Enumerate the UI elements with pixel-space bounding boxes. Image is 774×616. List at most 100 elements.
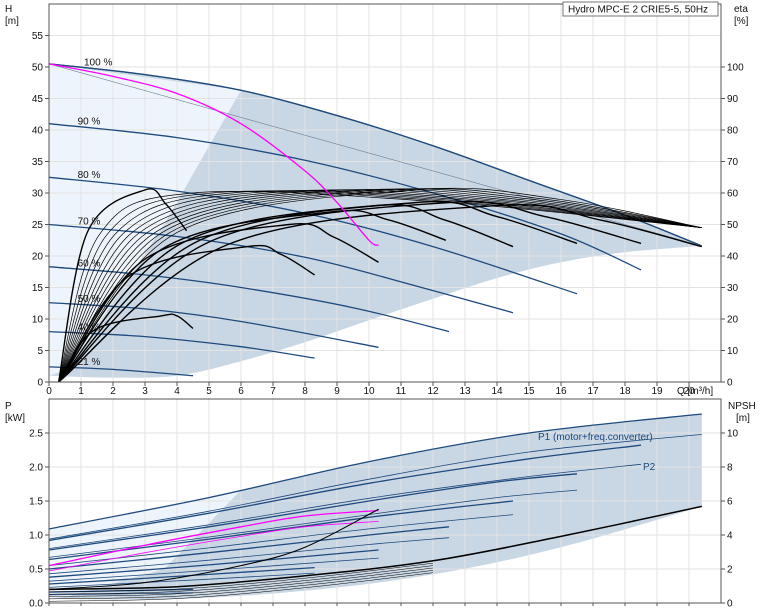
y-tick-label: 0 <box>37 378 43 389</box>
p1-curve-line <box>48 526 450 570</box>
eta-curve-thin <box>58 190 702 383</box>
x-tick-label: 13 <box>459 386 471 397</box>
power-y-axis-unit: [kW] <box>5 413 25 424</box>
speed-curve-label: 21 % <box>78 357 101 368</box>
npsh-curve-thin <box>48 572 434 602</box>
eta-axis-unit: [%] <box>734 16 749 27</box>
speed-curve-line <box>48 301 379 349</box>
eta-tick-label: 90 <box>727 94 739 105</box>
duty-curve <box>48 63 379 246</box>
power-y-tick-label: 2.0 <box>29 463 43 474</box>
eta-tick-label: 80 <box>727 126 739 137</box>
eta-tick-label: 40 <box>727 252 739 263</box>
y-tick-label: 15 <box>32 283 44 294</box>
speed-curve-line <box>48 123 642 271</box>
qh-y-axis-label: H <box>5 4 12 15</box>
eta-curve <box>58 200 578 383</box>
p2-curve-line <box>48 572 315 588</box>
eta-tick-label: 70 <box>727 157 739 168</box>
p1-curve-label: P1 (motor+freq.converter) <box>538 432 653 443</box>
y-tick-label: 50 <box>32 63 44 74</box>
power-envelope <box>49 414 702 600</box>
power-y-tick-label: 1.5 <box>29 497 43 508</box>
x-tick-label: 15 <box>523 386 535 397</box>
eta-curve-thin <box>58 188 702 383</box>
eta-tick-label: 20 <box>727 315 739 326</box>
power-y-tick-label: 1.0 <box>29 531 43 542</box>
speed-curve-label: 50 % <box>78 294 101 305</box>
npsh-tick-label: 4 <box>727 531 733 542</box>
npsh-tick-label: 0 <box>727 599 733 610</box>
power-y-tick-label: 2.5 <box>29 429 43 440</box>
x-tick-label: 9 <box>334 386 340 397</box>
x-tick-label: 0 <box>46 386 52 397</box>
npsh-curve-thin <box>48 567 434 597</box>
eta-curve <box>58 204 702 383</box>
x-tick-label: 7 <box>270 386 276 397</box>
power-y-axis-label: P <box>5 401 12 412</box>
power-y-tick-label: 0.0 <box>29 599 43 610</box>
eta-tick-label: 60 <box>727 189 739 200</box>
y-tick-label: 45 <box>32 94 44 105</box>
p2-curve-line <box>48 537 450 575</box>
eta-tick-label: 30 <box>727 283 739 294</box>
y-tick-label: 10 <box>32 315 44 326</box>
x-tick-label: 6 <box>238 386 244 397</box>
y-tick-label: 40 <box>32 126 44 137</box>
x-tick-label: 1 <box>78 386 84 397</box>
eta-curve-thin <box>58 189 702 383</box>
p2-curve-line <box>48 557 379 582</box>
x-tick-label: 14 <box>491 386 503 397</box>
npsh-curve-thin <box>48 562 434 593</box>
eta-curve <box>58 244 315 383</box>
speed-curve-label: 100 % <box>84 57 112 68</box>
eta-curve <box>58 200 642 383</box>
x-tick-label: 18 <box>619 386 631 397</box>
x-tick-label: 4 <box>174 386 180 397</box>
power-y-tick-label: 0.5 <box>29 565 43 576</box>
eta-curve-thin <box>58 187 702 383</box>
x-tick-label: 8 <box>302 386 308 397</box>
y-tick-label: 25 <box>32 220 44 231</box>
npsh-tick-label: 2 <box>727 565 733 576</box>
x-tick-label: 11 <box>396 386 407 397</box>
speed-curve-line <box>48 266 450 333</box>
power-chart: 0.0 0.5 1.0 1.5 2.0 2.5 0 2 4 6 8 10 <box>29 398 739 610</box>
y-tick-label: 35 <box>32 157 44 168</box>
speed-curve-label: 40 % <box>78 322 101 333</box>
npsh-axis-unit: [m] <box>736 413 750 424</box>
y-tick-label: 5 <box>37 346 43 357</box>
eta-tick-label: 100 <box>727 63 744 74</box>
speed-curve-label: 80 % <box>78 170 101 181</box>
p2-duty-curve <box>48 521 379 572</box>
npsh-tick-label: 8 <box>727 463 733 474</box>
p2-curve-label: P2 <box>643 462 656 473</box>
eta-tick-label: 0 <box>727 378 733 389</box>
eta-curve <box>58 223 379 383</box>
x-tick-label: 19 <box>651 386 663 397</box>
npsh-curve-thin <box>48 565 434 595</box>
npsh-curve-thin <box>48 570 434 600</box>
qh-chart: 0 1 2 3 4 5 6 7 8 9 10 11 12 13 14 15 16 17 18 19 2005101520… <box>32 3 744 397</box>
chart-title: Hydro MPC-E 2 CRIE5-5, 50Hz <box>568 5 708 16</box>
qh-y-axis-unit: [m] <box>5 16 19 27</box>
speed-curve-label: 70 % <box>78 217 101 228</box>
speed-curve-line <box>48 223 514 314</box>
p2-curve-line <box>48 463 642 549</box>
speed-curve-label: 60 % <box>78 259 101 270</box>
p2-curve-line <box>48 592 194 596</box>
npsh-axis-label: NPSH <box>728 401 756 412</box>
speed-curve-line <box>48 63 703 247</box>
y-tick-label: 20 <box>32 252 44 263</box>
eta-axis-label: eta <box>734 4 748 15</box>
x-axis-label: Q [m³/h] <box>677 386 713 397</box>
eta-curve-thin <box>58 188 702 383</box>
p1-curve-line <box>48 566 315 585</box>
x-tick-label: 12 <box>427 386 439 397</box>
y-tick-label: 30 <box>32 189 44 200</box>
npsh-curve-short <box>48 508 379 590</box>
p1-curve-line <box>48 444 642 542</box>
x-tick-label: 5 <box>206 386 212 397</box>
